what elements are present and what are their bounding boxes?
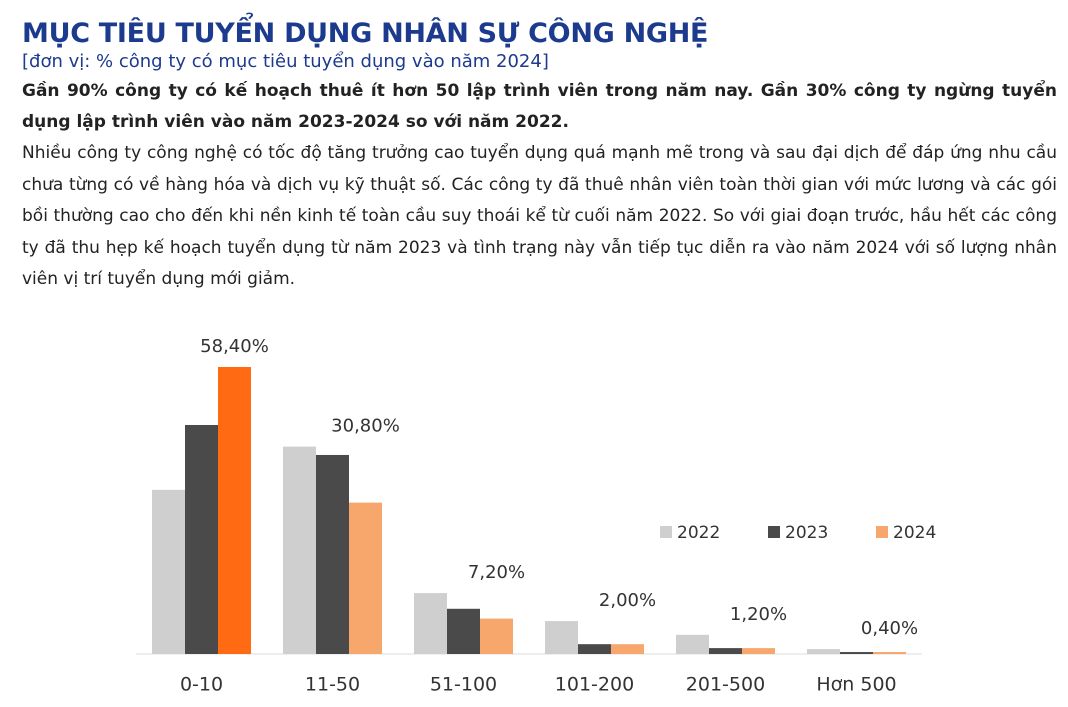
- bar: [873, 652, 906, 654]
- bar: [218, 367, 251, 654]
- text-block: MỤC TIÊU TUYỂN DỤNG NHÂN SỰ CÔNG NGHỆ [đ…: [22, 18, 1057, 296]
- legend-label: 2022: [677, 523, 720, 543]
- bar: [578, 644, 611, 654]
- legend-label: 2023: [785, 523, 828, 543]
- data-label: 7,20%: [468, 562, 525, 583]
- legend-swatch: [876, 526, 888, 538]
- lead-text: Gần 90% công ty có kế hoạch thuê ít hơn …: [22, 81, 1057, 132]
- bar: [840, 652, 873, 654]
- chart-title: MỤC TIÊU TUYỂN DỤNG NHÂN SỰ CÔNG NGHỆ: [22, 18, 709, 49]
- bar: [316, 454, 349, 654]
- bar: [414, 593, 447, 654]
- legend-swatch: [768, 526, 780, 538]
- bar: [185, 424, 218, 654]
- x-tick-label: 101-200: [555, 674, 634, 696]
- data-label: 1,20%: [730, 604, 787, 625]
- data-label: 58,40%: [200, 336, 269, 357]
- bar: [676, 634, 709, 654]
- bar: [480, 618, 513, 654]
- bar: [152, 489, 185, 654]
- bar: [283, 446, 316, 654]
- chart-subtitle: [đơn vị: % công ty có mục tiêu tuyển dụn…: [22, 51, 549, 72]
- bar: [742, 648, 775, 654]
- bar: [447, 608, 480, 654]
- body-text: Nhiều công ty công nghệ có tốc độ tăng t…: [22, 143, 1057, 289]
- bar: [349, 502, 382, 654]
- x-tick-label: 0-10: [180, 674, 223, 696]
- x-tick-label: Hơn 500: [816, 674, 896, 696]
- data-label: 30,80%: [331, 416, 400, 437]
- x-tick-label: 51-100: [430, 674, 497, 696]
- x-tick-label: 201-500: [686, 674, 765, 696]
- data-label: 0,40%: [861, 618, 918, 639]
- bar: [545, 621, 578, 654]
- data-label: 2,00%: [599, 590, 656, 611]
- legend-label: 2024: [893, 523, 936, 543]
- x-tick-label: 11-50: [305, 674, 360, 696]
- bar: [709, 648, 742, 654]
- bar: [807, 649, 840, 654]
- bar: [611, 644, 644, 654]
- legend-swatch: [660, 526, 672, 538]
